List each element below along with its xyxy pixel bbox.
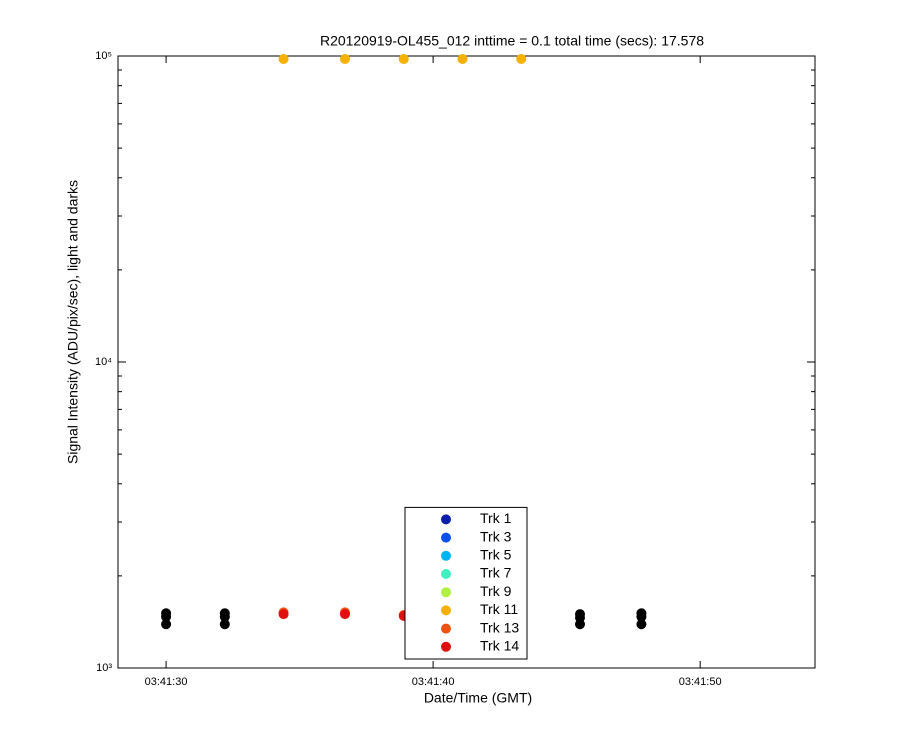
legend-marker: [441, 532, 451, 543]
x-tick-label: 03:41:30: [145, 676, 188, 688]
point: [516, 53, 527, 64]
y-tick-label: 10⁵: [95, 50, 112, 62]
legend-marker: [441, 587, 451, 598]
legend-label: Trk 3: [480, 528, 512, 544]
legend-marker: [441, 514, 451, 525]
point: [161, 619, 172, 630]
legend-label: Trk 13: [480, 619, 519, 635]
legend-label: Trk 7: [480, 565, 512, 581]
point: [574, 619, 585, 630]
point: [636, 611, 647, 622]
y-tick-label: 10⁴: [95, 356, 112, 368]
legend-label: Trk 1: [480, 510, 512, 526]
point: [398, 53, 409, 64]
legend-marker: [441, 623, 451, 634]
point: [278, 609, 289, 620]
chart-title: R20120919-OL455_012 inttime = 0.1 total …: [320, 33, 704, 49]
x-tick-label: 03:41:50: [679, 676, 722, 688]
legend-label: Trk 5: [480, 547, 512, 563]
point: [219, 619, 230, 630]
point: [219, 611, 230, 622]
point: [339, 53, 350, 64]
x-axis-label: Date/Time (GMT): [424, 690, 532, 706]
point: [339, 609, 350, 620]
y-axis-label: Signal Intensity (ADU/pix/sec), light an…: [65, 180, 81, 464]
legend-label: Trk 9: [480, 583, 512, 599]
legend-label: Trk 11: [480, 601, 518, 617]
x-tick-label: 03:41:40: [412, 676, 455, 688]
legend-box: [404, 506, 528, 660]
legend-marker: [441, 641, 451, 652]
point: [278, 53, 289, 64]
legend-label: Trk 14: [480, 638, 519, 654]
legend-marker: [441, 605, 451, 616]
point: [161, 611, 172, 622]
legend-marker: [441, 569, 451, 579]
point: [457, 53, 468, 64]
legend-marker: [441, 550, 451, 561]
y-tick-label: 10³: [96, 662, 112, 674]
point: [636, 619, 647, 630]
